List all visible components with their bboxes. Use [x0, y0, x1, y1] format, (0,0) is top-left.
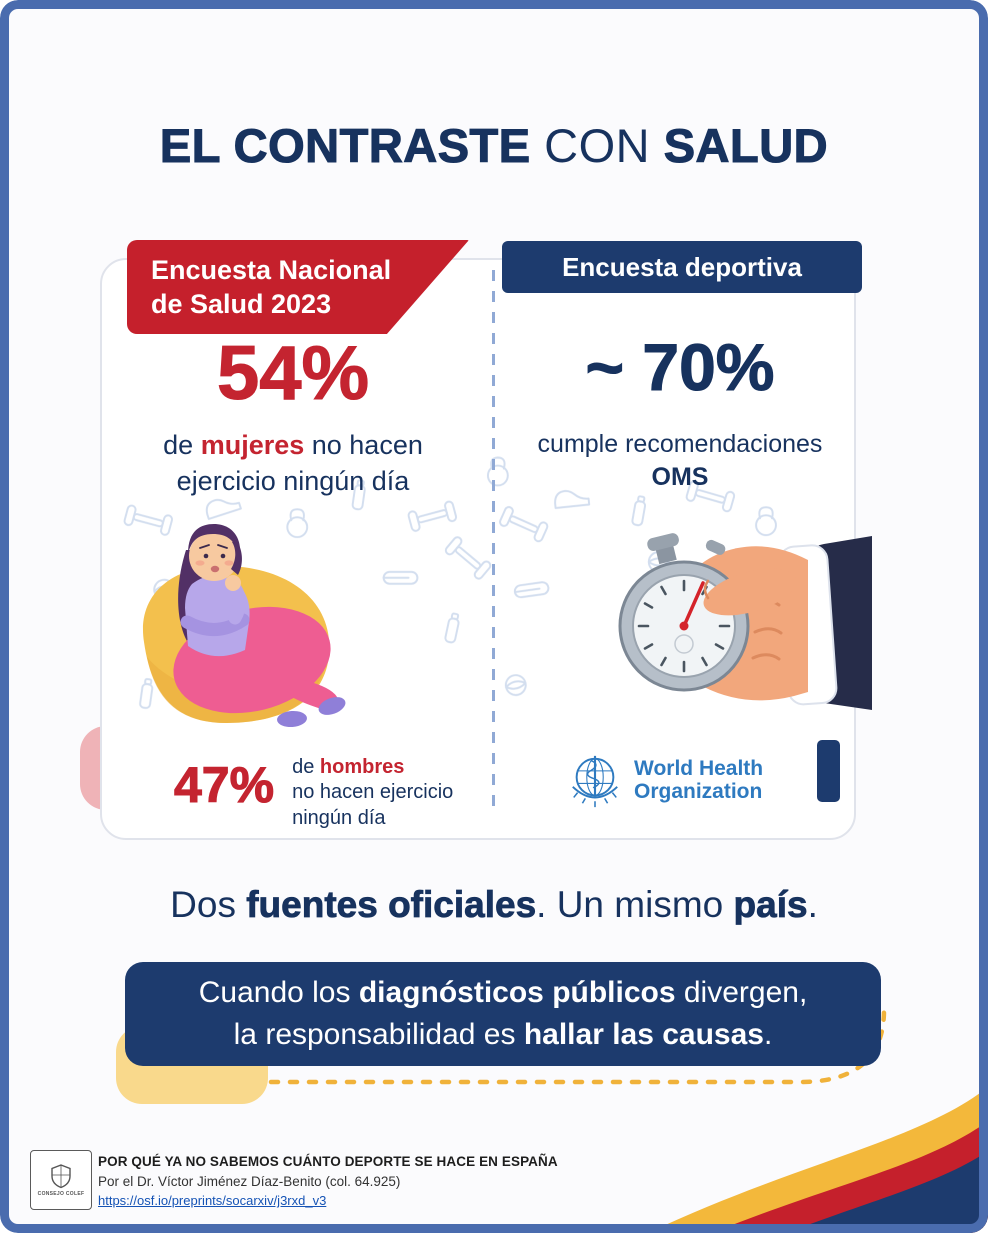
callout-line1: Cuando los diagnósticos públicos diverge…	[199, 972, 808, 1014]
who-wordmark-line1: World Health	[634, 757, 764, 781]
left-substat-highlight: hombres	[319, 756, 405, 778]
statement-part5: .	[807, 884, 818, 925]
callout-line2-pre: la responsabilidad es	[233, 1018, 524, 1051]
left-substat-text: de hombres no hacen ejercicio ningún día	[292, 752, 453, 831]
left-substat-line3: ningún día	[292, 806, 386, 829]
callout-line1-pre: Cuando los	[198, 976, 359, 1009]
callout-line1-bold: diagnósticos públicos	[358, 976, 676, 1009]
right-banner-label: Encuesta deportiva	[562, 251, 802, 282]
right-description-line2: OMS	[651, 462, 709, 491]
left-banner-line1: Encuesta Nacional	[151, 255, 392, 285]
left-substat-line2: no hacen ejercicio	[292, 781, 454, 804]
right-stat: ~ 70%	[585, 330, 775, 404]
left-description-line1: de mujeres no hacen	[100, 428, 486, 464]
left-substat: 47%	[173, 757, 275, 813]
title-segment-2: CON	[530, 119, 664, 172]
footer-author: Por el Dr. Víctor Jiménez Díaz-Benito (c…	[98, 1174, 401, 1189]
right-banner: Encuesta deportiva	[502, 241, 862, 293]
who-wordmark-line2: Organization	[634, 780, 763, 803]
colef-logo-text: CONSEJO COLEF	[37, 1191, 85, 1197]
title-segment-3: SALUD	[663, 118, 829, 172]
statement: Dos fuentes oficiales. Un mismo país.	[0, 884, 988, 926]
navy-accent-shape	[817, 740, 840, 802]
title-segment-1: EL CONTRASTE	[159, 118, 531, 172]
who-emblem-icon	[572, 755, 618, 808]
hand-stopwatch-illustration	[618, 533, 872, 710]
left-banner: Encuesta Nacional de Salud 2023	[127, 240, 469, 334]
statement-part1: Dos	[170, 884, 247, 925]
consejo-colef-logo: CONSEJO COLEF	[30, 1150, 92, 1210]
footer-credits: POR QUÉ YA NO SABEMOS CUÁNTO DEPORTE SE …	[98, 1154, 558, 1210]
right-description: cumple recomendaciones OMS	[500, 428, 860, 493]
left-substat-row: 47% de hombres no hacen ejercicio ningún…	[173, 752, 453, 831]
statement-part3: . Un mismo	[536, 884, 734, 925]
woman-on-beanbag-illustration	[142, 524, 346, 728]
statement-part4: país	[733, 884, 808, 926]
callout-line1-post: divergen,	[675, 976, 808, 1009]
left-substat-line1: de hombres	[292, 755, 453, 780]
left-stat: 54%	[216, 331, 370, 416]
footer-title: POR QUÉ YA NO SABEMOS CUÁNTO DEPORTE SE …	[98, 1154, 558, 1169]
colef-crest-icon	[51, 1164, 71, 1189]
left-description-line2: ejercicio ningún día	[176, 465, 410, 496]
dashed-divider	[492, 270, 495, 816]
left-banner-line2: de Salud 2023	[151, 289, 332, 320]
who-wordmark: World Health Organization	[634, 758, 763, 803]
left-description: de mujeres no hacen ejercicio ningún día	[100, 428, 486, 499]
page-title: EL CONTRASTE CON SALUD	[0, 118, 988, 173]
statement-part2: fuentes oficiales	[246, 884, 537, 926]
left-substat-pre: de	[292, 756, 320, 778]
left-desc-post: no hacen	[304, 430, 423, 460]
corner-swoosh-decoration	[648, 1087, 988, 1233]
who-logo: World Health Organization	[566, 752, 763, 810]
left-desc-highlight: mujeres	[200, 430, 305, 460]
footer-link[interactable]: https://osf.io/preprints/socarxiv/j3rxd_…	[98, 1193, 327, 1208]
left-desc-pre: de	[163, 430, 201, 460]
right-description-line1: cumple recomendaciones	[537, 430, 823, 458]
